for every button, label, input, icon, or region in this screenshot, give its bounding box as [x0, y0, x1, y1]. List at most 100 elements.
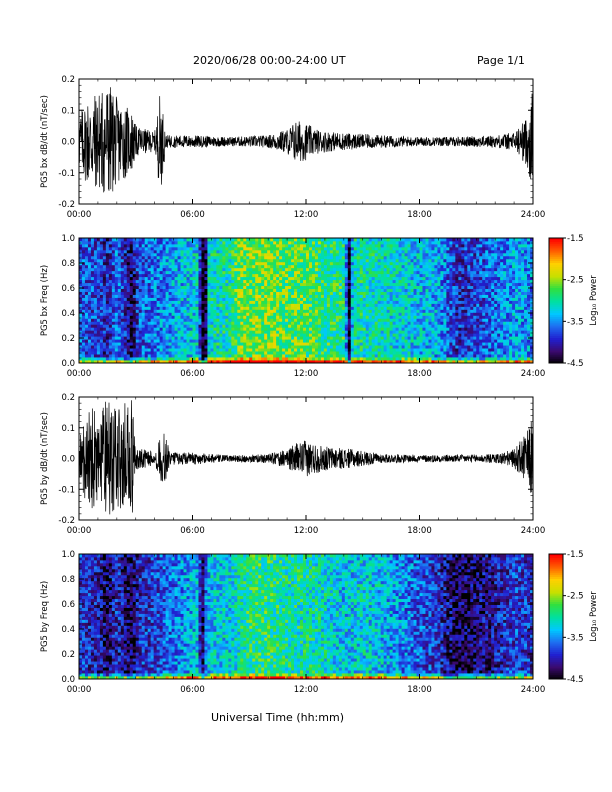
spectrogram-cell — [171, 327, 175, 331]
spectrogram-cell — [356, 267, 361, 272]
spectrogram-cell — [240, 243, 244, 248]
spectrogram-cell — [102, 252, 107, 257]
spectrogram-cell — [264, 252, 268, 257]
spectrogram-cell — [96, 255, 101, 260]
spectrogram-cell — [79, 270, 83, 275]
spectrogram-cell — [395, 288, 399, 292]
spectrogram-cell — [285, 357, 289, 361]
spectrogram-cell — [267, 342, 271, 346]
spectrogram-cell — [195, 243, 199, 248]
spectrogram-cell — [392, 321, 397, 325]
spectrogram-cell — [132, 294, 137, 298]
spectrogram-cell — [300, 238, 304, 242]
spectrogram-cell — [297, 258, 301, 263]
spectrogram-cell — [225, 240, 229, 245]
spectrogram-cell — [288, 279, 292, 284]
spectrogram-cell — [186, 321, 190, 325]
spectrogram-cell — [105, 255, 110, 260]
spectrogram-cell — [359, 360, 364, 364]
spectrogram-cell — [383, 273, 388, 278]
spectrogram-cell — [228, 288, 232, 292]
spectrogram-cell — [111, 249, 116, 254]
spectrogram-cell — [362, 264, 367, 269]
spectrogram-cell — [329, 327, 334, 331]
spectrogram-cell — [186, 291, 190, 295]
spectrogram-cell — [332, 255, 337, 260]
spectrogram-cell — [294, 297, 298, 301]
spectrogram-cell — [300, 291, 304, 295]
spectrogram-cell — [237, 252, 241, 257]
spectrogram-cell — [228, 324, 232, 328]
spectrogram-cell — [174, 291, 178, 295]
spectrogram-cell — [162, 351, 167, 355]
spectrogram-cell — [365, 238, 370, 242]
spectrogram-cell — [189, 345, 193, 349]
spectrogram-cell — [132, 276, 137, 281]
spectrogram-cell — [314, 342, 319, 346]
spectrogram-cell — [264, 246, 268, 251]
spectrogram-cell — [410, 297, 414, 301]
spectrogram-cell — [350, 238, 355, 242]
spectrogram-cell — [228, 249, 232, 254]
spectrogram-cell — [159, 267, 164, 272]
spectrogram-cell — [147, 276, 152, 281]
spectrogram-cell — [207, 303, 211, 307]
spectrogram-cell — [413, 282, 417, 287]
spectrogram-cell — [413, 312, 417, 316]
spectrogram-cell — [389, 291, 394, 295]
spectrogram-cell — [156, 285, 161, 289]
spectrogram-cell — [341, 333, 346, 337]
spectrogram-cell — [105, 339, 110, 343]
spectrogram-cell — [147, 312, 152, 316]
spectrogram-cell — [308, 238, 313, 242]
spectrogram-cell — [198, 312, 202, 316]
spectrogram-cell — [87, 321, 92, 325]
spectrogram-cell — [365, 333, 370, 337]
spectrogram-cell — [392, 279, 397, 284]
spectrogram-cell — [407, 282, 411, 287]
spectrogram-cell — [141, 303, 146, 307]
spectrogram-cell — [338, 318, 343, 322]
spectrogram-cell — [303, 282, 307, 287]
spectrogram-cell — [261, 330, 265, 334]
spectrogram-cell — [356, 240, 361, 245]
spectrogram-cell — [410, 288, 414, 292]
spectrogram-cell — [353, 243, 358, 248]
spectrogram-cell — [401, 294, 405, 298]
spectrogram-cell — [285, 285, 289, 289]
spectrogram-cell — [320, 348, 325, 352]
spectrogram-cell — [359, 240, 364, 245]
spectrogram-cell — [359, 354, 364, 358]
spectrogram-cell — [368, 243, 373, 248]
spectrogram-cell — [237, 297, 241, 301]
spectrogram-cell — [279, 345, 283, 349]
spectrogram-cell — [320, 318, 325, 322]
spectrogram-cell — [183, 336, 187, 340]
spectrogram-cell — [144, 354, 149, 358]
spectrogram-cell — [117, 318, 122, 322]
spectrogram-cell — [314, 360, 319, 364]
spectrogram-cell — [81, 294, 86, 298]
spectrogram-cell — [371, 348, 376, 352]
spectrogram-cell — [117, 273, 122, 278]
spectrogram-cell — [404, 360, 408, 364]
spectrogram-cell — [344, 348, 349, 352]
spectrogram-cell — [117, 309, 122, 313]
spectrogram-cell — [174, 321, 178, 325]
spectrogram-cell — [264, 267, 268, 272]
spectrogram-cell — [317, 238, 322, 242]
spectrogram-cell — [320, 276, 325, 281]
spectrogram-cell — [141, 324, 146, 328]
spectrogram-cell — [141, 357, 146, 361]
spectrogram-cell — [371, 345, 376, 349]
spectrogram-cell — [153, 267, 158, 272]
spectrogram-cell — [144, 330, 149, 334]
spectrogram-cell — [99, 267, 104, 272]
spectrogram-cell — [168, 270, 172, 275]
spectrogram-cell — [317, 357, 322, 361]
spectrogram-cell — [416, 255, 420, 260]
spectrogram-cell — [374, 339, 379, 343]
spectrogram-cell — [183, 324, 187, 328]
spectrogram-cell — [291, 291, 295, 295]
spectrogram-cell — [341, 354, 346, 358]
